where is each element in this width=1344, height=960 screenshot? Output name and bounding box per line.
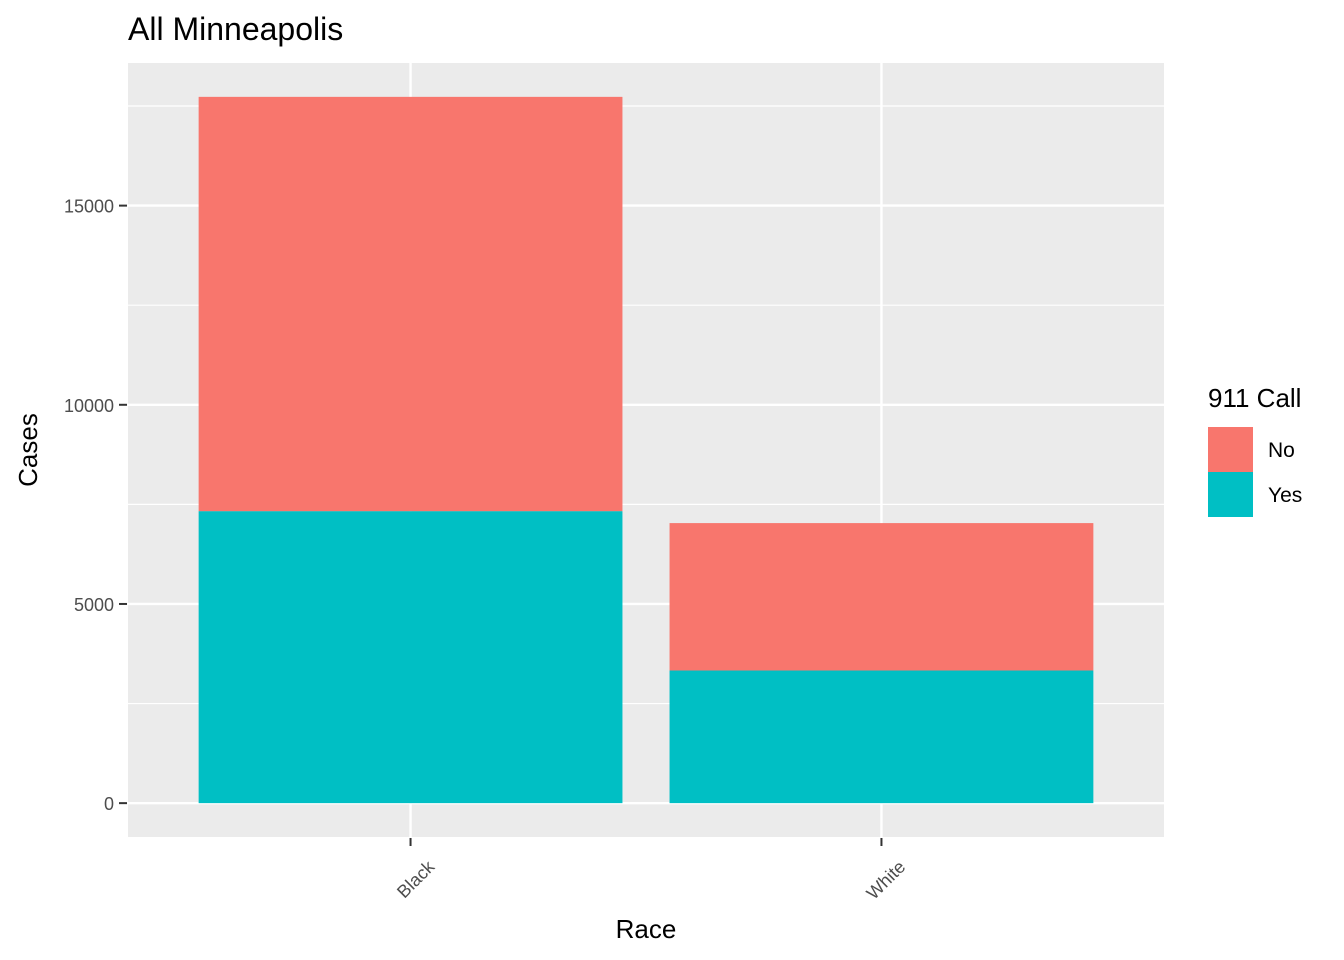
y-axis: 0 5000 10000 15000 xyxy=(64,197,127,814)
x-tick-label: Black xyxy=(393,856,439,902)
y-tick-label: 5000 xyxy=(74,595,114,615)
y-tick-label: 10000 xyxy=(64,396,114,416)
x-axis-title: Race xyxy=(616,914,677,944)
y-tick-label: 15000 xyxy=(64,197,114,217)
bar-white-yes xyxy=(669,670,1094,804)
legend-title: 911 Call xyxy=(1208,383,1301,413)
bar-black-yes xyxy=(198,511,623,804)
legend-label-yes: Yes xyxy=(1268,484,1302,507)
bars xyxy=(198,96,1094,804)
legend: 911 Call No Yes xyxy=(1208,383,1302,517)
y-axis-title: Cases xyxy=(13,413,43,487)
x-axis: Black White xyxy=(393,838,909,903)
legend-key-yes xyxy=(1208,472,1253,517)
bar-white-no xyxy=(669,523,1094,671)
x-tick-label: White xyxy=(863,857,910,904)
bar-black-no xyxy=(198,96,623,512)
legend-key-no xyxy=(1208,427,1253,472)
y-tick-label: 0 xyxy=(104,794,114,814)
legend-label-no: No xyxy=(1268,439,1295,462)
chart-title: All Minneapolis xyxy=(128,11,343,47)
